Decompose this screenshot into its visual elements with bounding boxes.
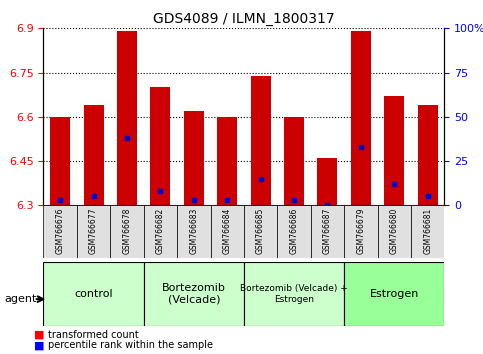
FancyBboxPatch shape [211, 205, 244, 258]
FancyBboxPatch shape [144, 205, 177, 258]
Text: agent: agent [5, 294, 37, 304]
Point [357, 144, 365, 150]
FancyBboxPatch shape [311, 205, 344, 258]
Point [390, 181, 398, 187]
FancyBboxPatch shape [344, 205, 378, 258]
Text: control: control [74, 289, 113, 299]
FancyBboxPatch shape [77, 205, 110, 258]
Text: GSM766680: GSM766680 [390, 208, 399, 255]
FancyBboxPatch shape [344, 262, 444, 326]
Bar [84, 105, 103, 205]
Text: GSM766681: GSM766681 [423, 208, 432, 254]
Bar [251, 75, 270, 205]
Text: GSM766685: GSM766685 [256, 208, 265, 255]
Point [424, 194, 431, 199]
FancyBboxPatch shape [277, 205, 311, 258]
Point [123, 135, 131, 141]
FancyBboxPatch shape [110, 205, 144, 258]
Text: GSM766683: GSM766683 [189, 208, 199, 255]
Text: ■: ■ [34, 330, 44, 339]
Bar [184, 111, 204, 205]
Bar [50, 117, 70, 205]
Text: GSM766686: GSM766686 [289, 208, 298, 255]
Point [223, 197, 231, 203]
Bar [284, 117, 304, 205]
Text: transformed count: transformed count [48, 330, 139, 339]
Point [190, 197, 198, 203]
Point [290, 197, 298, 203]
Point [90, 194, 98, 199]
Point [324, 202, 331, 208]
Text: GSM766676: GSM766676 [56, 208, 65, 255]
FancyBboxPatch shape [144, 262, 244, 326]
FancyBboxPatch shape [378, 205, 411, 258]
Point [257, 176, 265, 182]
Bar [384, 96, 404, 205]
Bar [117, 31, 137, 205]
Bar [317, 158, 338, 205]
Text: GSM766677: GSM766677 [89, 208, 98, 255]
FancyBboxPatch shape [43, 205, 77, 258]
FancyBboxPatch shape [244, 262, 344, 326]
FancyBboxPatch shape [411, 205, 444, 258]
FancyBboxPatch shape [43, 262, 144, 326]
Title: GDS4089 / ILMN_1800317: GDS4089 / ILMN_1800317 [153, 12, 335, 26]
Text: percentile rank within the sample: percentile rank within the sample [48, 340, 213, 350]
Bar [418, 105, 438, 205]
Text: Bortezomib
(Velcade): Bortezomib (Velcade) [162, 283, 226, 305]
Bar [217, 117, 237, 205]
Text: GSM766682: GSM766682 [156, 208, 165, 254]
Bar [150, 87, 170, 205]
Text: GSM766679: GSM766679 [356, 208, 365, 255]
Point [57, 197, 64, 203]
Text: Estrogen: Estrogen [369, 289, 419, 299]
Text: ■: ■ [34, 340, 44, 350]
Text: GSM766687: GSM766687 [323, 208, 332, 255]
FancyBboxPatch shape [244, 205, 277, 258]
Text: Bortezomib (Velcade) +
Estrogen: Bortezomib (Velcade) + Estrogen [240, 284, 348, 303]
Point [156, 188, 164, 194]
Bar [351, 31, 371, 205]
Text: GSM766684: GSM766684 [223, 208, 232, 255]
FancyBboxPatch shape [177, 205, 211, 258]
Text: GSM766678: GSM766678 [123, 208, 131, 255]
